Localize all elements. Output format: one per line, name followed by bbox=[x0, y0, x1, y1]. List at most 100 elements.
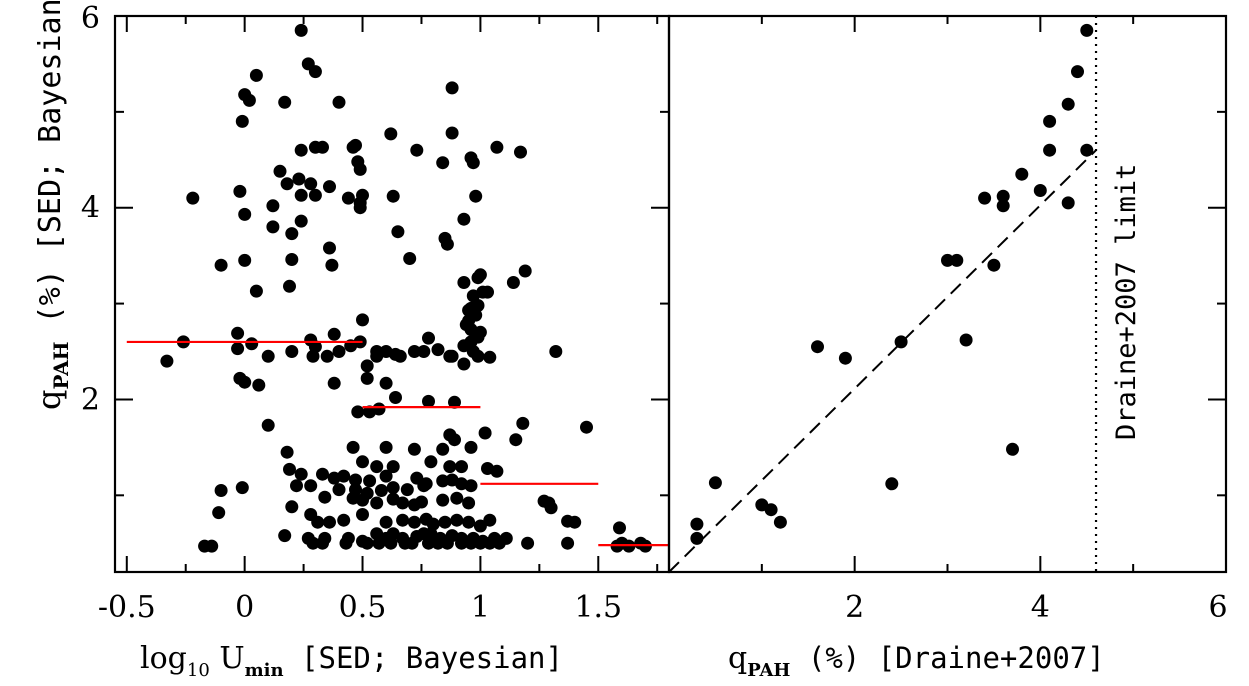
left-point-200 bbox=[278, 529, 292, 543]
left-point-227 bbox=[422, 536, 435, 550]
left-point-28 bbox=[304, 177, 318, 191]
left-point-166 bbox=[235, 481, 249, 495]
left-point-30 bbox=[294, 188, 308, 202]
left-x-tick-label-1: 0 bbox=[235, 590, 254, 625]
left-point-51 bbox=[238, 253, 252, 267]
left-point-64 bbox=[466, 289, 480, 303]
left-point-16 bbox=[294, 143, 308, 157]
left-point-48 bbox=[440, 237, 454, 251]
left-point-180 bbox=[544, 501, 558, 515]
left-point-109 bbox=[327, 376, 341, 390]
right-x-label-main: q bbox=[728, 641, 747, 676]
right-point-10 bbox=[1061, 196, 1075, 210]
left-point-190 bbox=[379, 515, 393, 529]
left-point-233 bbox=[483, 536, 497, 550]
left-point-10 bbox=[445, 126, 459, 140]
left-point-17 bbox=[410, 143, 424, 157]
left-point-93 bbox=[332, 345, 346, 358]
left-point-235 bbox=[521, 536, 535, 550]
left-point-229 bbox=[440, 536, 454, 550]
left-point-119 bbox=[372, 402, 386, 416]
left-point-161 bbox=[374, 484, 388, 497]
left-point-111 bbox=[379, 376, 393, 390]
y-tick-label-1: 4 bbox=[81, 191, 100, 226]
left-x-tick-label-3: 1 bbox=[471, 590, 490, 625]
left-point-103 bbox=[431, 343, 445, 357]
left-point-186 bbox=[311, 515, 325, 529]
left-point-77 bbox=[471, 349, 485, 363]
right-point-20 bbox=[885, 477, 899, 491]
left-point-32 bbox=[341, 191, 355, 205]
left-point-90 bbox=[285, 345, 299, 358]
left-point-183 bbox=[212, 506, 226, 520]
left-point-78 bbox=[457, 357, 471, 371]
y-axis-label: qPAH (%) [SED; Bayesian] bbox=[30, 0, 73, 410]
one-to-one-dashed-line bbox=[668, 149, 1097, 573]
left-point-92 bbox=[320, 349, 334, 363]
left-point-157 bbox=[304, 479, 318, 493]
left-point-105 bbox=[445, 349, 459, 363]
y-tick-label-2: 6 bbox=[81, 1, 100, 36]
left-point-37 bbox=[186, 191, 200, 205]
right-point-5 bbox=[1080, 143, 1094, 157]
left-point-8 bbox=[332, 95, 346, 109]
left-point-100 bbox=[407, 345, 421, 358]
left-point-165 bbox=[214, 484, 228, 497]
right-panel: 2 4 6 Draine+2007 limit bbox=[667, 14, 1228, 625]
left-point-230 bbox=[455, 536, 468, 550]
right-x-axis-label: qPAH (%) [Draine+2007] bbox=[728, 641, 1105, 681]
left-point-176 bbox=[450, 491, 464, 505]
left-point-46 bbox=[391, 225, 405, 239]
left-point-124 bbox=[478, 426, 492, 440]
left-point-158 bbox=[332, 483, 346, 497]
left-x-tick-label-0: -0.5 bbox=[98, 590, 156, 625]
left-point-219 bbox=[306, 536, 320, 550]
left-point-11 bbox=[384, 127, 398, 141]
right-point-26 bbox=[690, 531, 704, 545]
left-point-107 bbox=[360, 359, 374, 373]
left-point-189 bbox=[356, 508, 369, 521]
left-point-187 bbox=[323, 515, 336, 529]
left-point-156 bbox=[290, 479, 303, 493]
left-point-80 bbox=[549, 345, 563, 358]
left-x-label-main: log bbox=[140, 641, 187, 676]
left-point-15 bbox=[346, 140, 360, 154]
left-point-188 bbox=[337, 513, 351, 527]
left-point-184 bbox=[285, 500, 299, 514]
left-point-195 bbox=[438, 515, 452, 529]
left-point-244 bbox=[613, 521, 626, 535]
left-point-112 bbox=[389, 391, 402, 404]
left-point-120 bbox=[448, 395, 461, 409]
left-point-52 bbox=[214, 258, 228, 272]
left-point-53 bbox=[285, 253, 299, 266]
right-point-11 bbox=[996, 199, 1010, 213]
left-point-117 bbox=[351, 405, 365, 419]
left-point-31 bbox=[308, 188, 322, 202]
left-point-0 bbox=[294, 23, 308, 37]
left-point-3 bbox=[249, 68, 263, 82]
left-points bbox=[160, 23, 652, 553]
right-point-7 bbox=[1033, 184, 1047, 197]
left-point-199 bbox=[483, 513, 497, 527]
left-point-9 bbox=[445, 81, 459, 95]
right-x-label-tail: (%) [Draine+2007] bbox=[790, 641, 1104, 675]
left-point-88 bbox=[231, 342, 245, 356]
left-point-127 bbox=[580, 420, 593, 434]
right-point-2 bbox=[1061, 97, 1075, 111]
left-point-138 bbox=[443, 460, 457, 474]
left-ticks: -0.5 0 0.5 1 1.5 2 4 6 bbox=[81, 1, 669, 625]
left-point-57 bbox=[457, 276, 471, 289]
left-point-106 bbox=[370, 349, 384, 363]
left-point-191 bbox=[396, 513, 410, 527]
left-point-136 bbox=[386, 460, 400, 474]
left-point-75 bbox=[457, 339, 471, 353]
left-point-43 bbox=[294, 214, 308, 228]
right-point-15 bbox=[894, 335, 908, 349]
left-point-50 bbox=[325, 258, 339, 272]
left-point-155 bbox=[464, 479, 478, 493]
right-points bbox=[690, 23, 1094, 545]
right-reference-lines bbox=[668, 16, 1098, 573]
left-point-81 bbox=[356, 313, 369, 327]
left-point-23 bbox=[436, 156, 450, 170]
right-point-24 bbox=[773, 515, 787, 529]
